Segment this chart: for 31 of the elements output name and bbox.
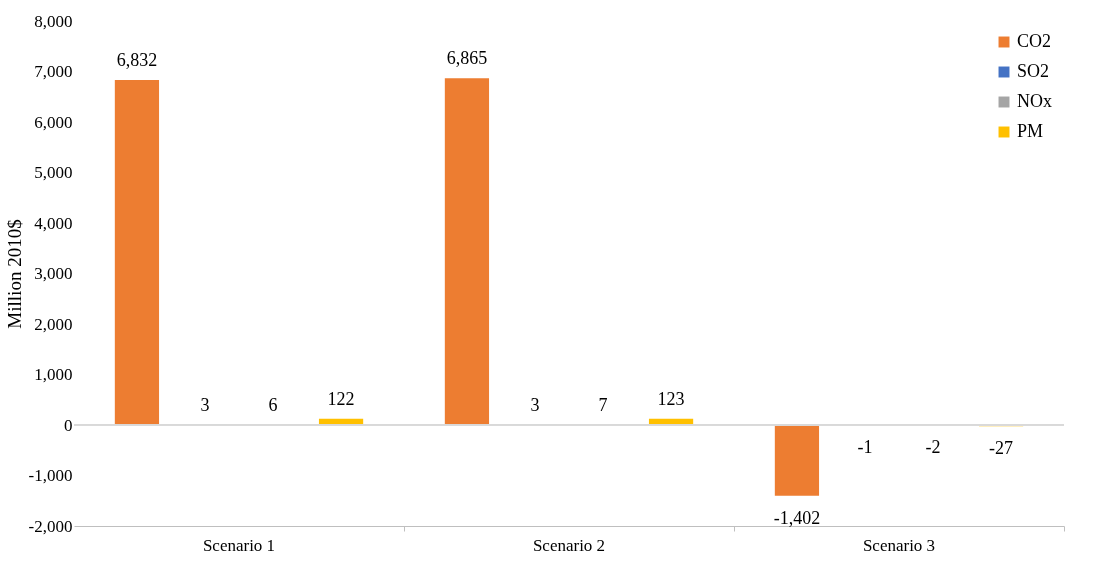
data-label: 7 [598, 394, 608, 415]
data-label: 122 [327, 388, 355, 409]
y-tick-label: 1,000 [34, 365, 73, 384]
data-label: 123 [657, 388, 685, 409]
data-label: 6,832 [116, 49, 158, 70]
legend-label: CO2 [1017, 31, 1052, 51]
legend-label: NOx [1017, 91, 1052, 111]
y-tick-label: -2,000 [28, 516, 73, 536]
data-label: 3 [200, 394, 210, 415]
y-tick-label: 2,000 [34, 314, 73, 334]
y-tick-label: -1,000 [28, 466, 73, 485]
legend-label: PM [1017, 121, 1044, 141]
data-label: -27 [989, 438, 1014, 459]
y-axis-title: Million 2010$ [3, 219, 25, 329]
data-label: 6 [268, 394, 278, 415]
y-tick-label: 6,000 [34, 112, 73, 132]
data-label: -2 [925, 437, 941, 458]
y-tick-label: 4,000 [34, 213, 73, 233]
y-tick-label: 8,000 [34, 11, 73, 31]
y-tick-label: 3,000 [34, 264, 73, 283]
data-label: -1 [857, 437, 873, 458]
data-label: -1,402 [773, 507, 821, 528]
x-tick-label: Scenario 2 [532, 535, 606, 555]
y-tick-label: 0 [64, 415, 73, 435]
data-label: 3 [530, 394, 540, 415]
data-label: 6,865 [446, 48, 488, 69]
x-tick-label: Scenario 1 [202, 535, 276, 555]
x-tick-label: Scenario 3 [862, 535, 936, 555]
y-tick-label: 7,000 [34, 62, 73, 81]
y-tick-label: 5,000 [34, 163, 73, 182]
legend-label: SO2 [1017, 61, 1050, 81]
